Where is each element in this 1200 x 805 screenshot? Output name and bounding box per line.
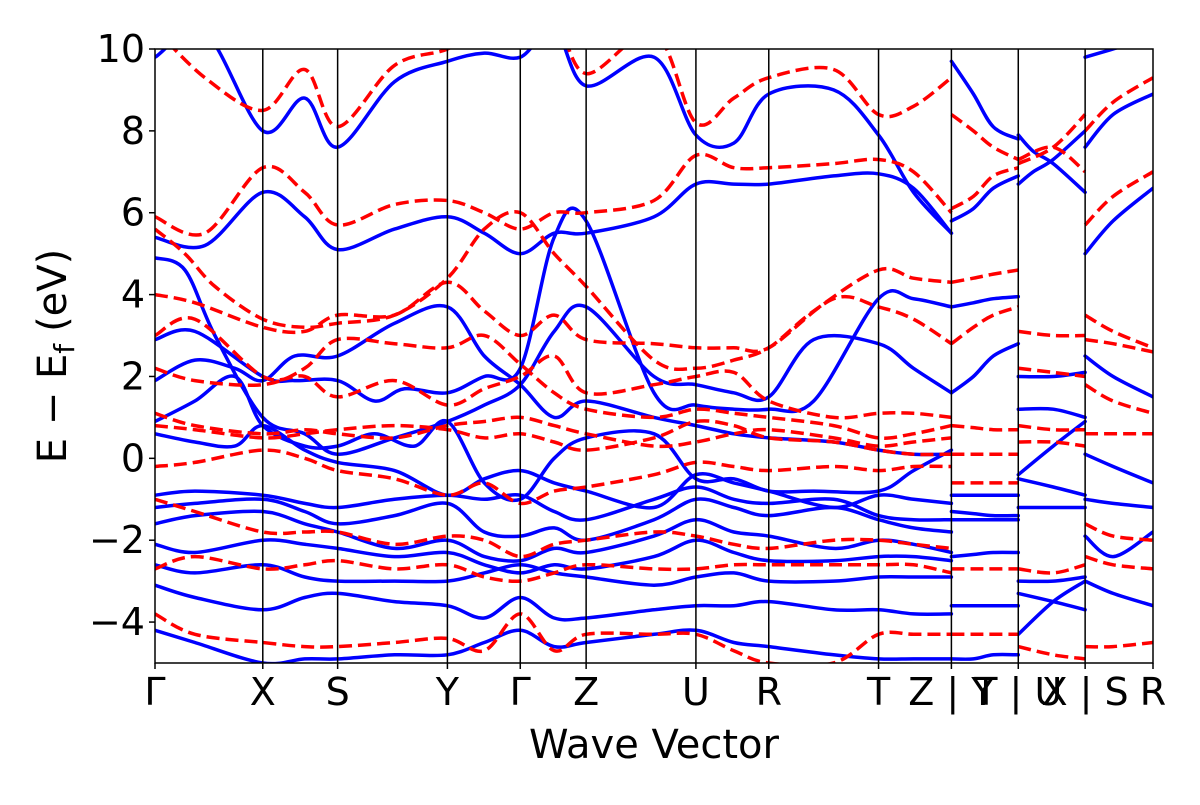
band-line [1083, 530, 1153, 559]
band-line [1016, 133, 1087, 195]
band-line [155, 206, 954, 414]
band-line [1016, 370, 1087, 379]
band-line [1018, 366, 1086, 379]
band-line [1083, 579, 1153, 608]
y-tick-label: 2 [121, 354, 145, 398]
y-axis-title: E − Ef (eV) [30, 249, 81, 464]
x-tick-label: S [326, 670, 350, 714]
band-line [171, 49, 953, 129]
y-axis-title-main: E − E [30, 354, 76, 464]
band-line [949, 509, 1021, 518]
band-line [155, 538, 954, 575]
band-line [155, 333, 952, 440]
band-line [1083, 49, 1120, 59]
band-line [951, 268, 1019, 285]
band-line [1083, 170, 1153, 227]
band-line [1085, 640, 1153, 649]
x-tick-label: Z [573, 670, 599, 714]
band-line [1016, 477, 1087, 497]
band-line [950, 166, 1019, 211]
band-line [1016, 406, 1087, 420]
x-tick-label: X | S [1042, 670, 1129, 715]
band-line [949, 652, 1021, 661]
x-tick-label: U [682, 670, 710, 714]
band-line [1084, 313, 1153, 350]
band-line [155, 411, 952, 449]
y-tick-label: 8 [121, 109, 145, 153]
x-tick-label: Z | Y [908, 670, 995, 715]
band-line [1017, 113, 1087, 166]
band-line [951, 423, 1019, 432]
band-line [1084, 383, 1153, 415]
band-line [950, 305, 1019, 346]
x-tick-label: T | U [973, 670, 1062, 715]
band-line [155, 612, 952, 663]
band-line [1083, 92, 1153, 149]
x-tick-label: R [756, 670, 782, 714]
x-tick-label: Γ [510, 670, 531, 714]
y-axis-title-subscript: f [48, 343, 81, 354]
band-line [949, 550, 1021, 559]
band-line [155, 485, 954, 522]
y-tick-label: 0 [121, 436, 145, 480]
band-line [155, 419, 952, 457]
y-tick-label: −2 [89, 518, 145, 562]
band-line [1018, 563, 1086, 575]
series-solid-blue [155, 49, 1153, 663]
x-tick-label: Y [435, 670, 460, 714]
band-line [1018, 329, 1086, 338]
x-tick-label: T [866, 670, 891, 714]
band-line [155, 448, 952, 506]
band-line [1016, 419, 1087, 477]
band-line [1018, 439, 1086, 448]
band-line [155, 316, 952, 420]
band-line [155, 554, 952, 583]
x-tick-label: R [1140, 670, 1166, 714]
band-line [949, 174, 1021, 223]
y-tick-label: 10 [97, 27, 145, 71]
band-line [949, 59, 1021, 141]
band-line [1083, 76, 1153, 133]
y-axis-ticks: −4 −2 0 2 4 6 8 10 [89, 27, 155, 644]
band-line [1016, 575, 1087, 584]
band-line [155, 280, 953, 354]
high-symmetry-lines [262, 49, 1086, 663]
band-line [949, 341, 1021, 395]
bands-layer [155, 49, 1153, 663]
band-line [1017, 145, 1087, 174]
band-line [950, 113, 1020, 162]
y-axis-title-unit: (eV) [30, 249, 76, 332]
band-line [1016, 129, 1087, 186]
band-line [1017, 644, 1086, 661]
band-line [1018, 423, 1086, 432]
band-line [155, 583, 954, 622]
band-line [155, 497, 954, 542]
y-tick-label: −4 [89, 600, 145, 644]
band-line [1084, 554, 1153, 571]
band-line [1083, 497, 1153, 510]
band-line [155, 210, 952, 372]
band-line [1083, 452, 1153, 485]
band-line [155, 628, 954, 663]
x-tick-label: X [250, 670, 276, 714]
band-line [1083, 186, 1153, 256]
band-line [1084, 337, 1153, 354]
band-line [155, 152, 953, 237]
y-tick-label: 6 [121, 191, 145, 235]
y-tick-label: 4 [121, 273, 145, 317]
x-axis-title: Wave Vector [529, 722, 780, 768]
band-line [155, 49, 954, 235]
plot-frame [154, 48, 1154, 664]
band-line [1084, 522, 1153, 542]
band-line [949, 294, 1021, 309]
band-line [155, 509, 954, 563]
x-tick-label: Γ [144, 670, 165, 714]
band-line [155, 497, 952, 559]
band-line [1083, 354, 1153, 399]
band-line [1016, 591, 1087, 612]
series-dashed-red [155, 49, 1153, 663]
